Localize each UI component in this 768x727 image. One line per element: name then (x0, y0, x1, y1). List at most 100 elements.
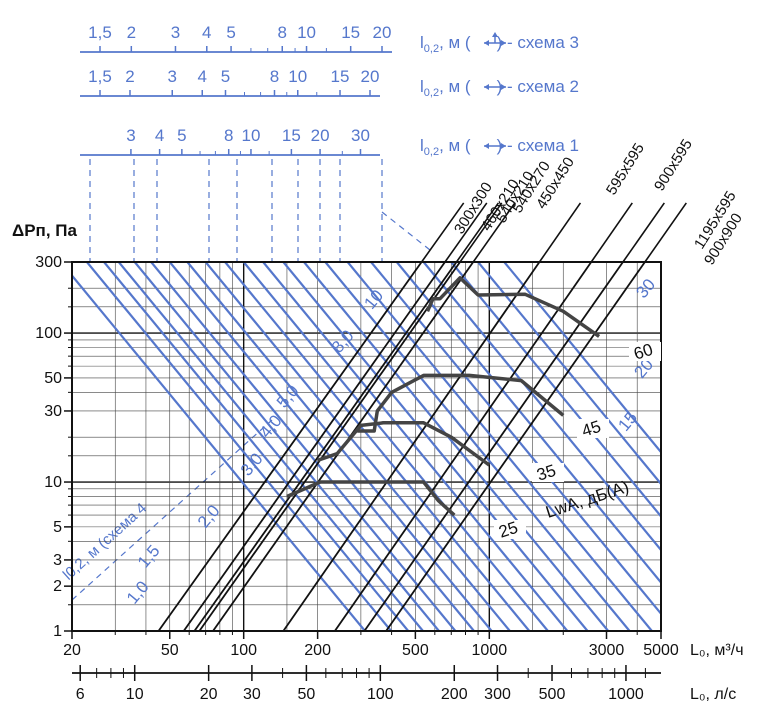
size-line-300x300 (157, 262, 423, 631)
throw-scale-tick-label: 10 (288, 67, 307, 86)
throw-scale-tick-label: 20 (373, 23, 392, 42)
throw-scale-tick-label: 15 (282, 126, 301, 145)
throw-line (346, 262, 653, 631)
size-line-595x595 (282, 262, 541, 631)
y-tick-label: 2 (53, 578, 62, 595)
noise-level-label: 25 (496, 518, 520, 542)
throw-line (262, 262, 569, 631)
throw-line (103, 262, 410, 631)
size-label-595x595: 595x595 (603, 140, 648, 198)
y-tick-label: 100 (35, 325, 62, 342)
throw-line (133, 262, 440, 631)
x-axis-label-ls: L₀, л/с (690, 686, 736, 703)
throw-projection-line (381, 211, 431, 251)
size-line-540x270 (198, 262, 461, 631)
x-tick-label: 1000 (472, 642, 508, 659)
throw-scale-tick-label: 2 (127, 23, 136, 42)
throw-curve-label: 1,0 (123, 577, 153, 607)
size-line-ext (590, 202, 633, 263)
throw-line (186, 262, 493, 631)
x-axis-label-m3h: L₀, м³/ч (690, 642, 744, 659)
noise-curve-45 (357, 373, 565, 433)
noise-level-label: 60 (631, 340, 655, 364)
x2-tick-label: 10 (126, 686, 144, 703)
x2-tick-label: 50 (297, 686, 315, 703)
noise-curve-25 (286, 480, 456, 517)
throw-scale-tick-label: 1,5 (88, 23, 112, 42)
x-tick-label: 3000 (589, 642, 625, 659)
throw-scale-tick-label: 5 (177, 126, 186, 145)
plot-frame (71, 261, 662, 632)
throw-line (324, 262, 631, 631)
throw-scale-tick-label: 15 (331, 67, 350, 86)
x-tick-label: 500 (402, 642, 429, 659)
throw-line (117, 262, 424, 631)
x2-tick-label: 500 (539, 686, 566, 703)
throw-scale-tick-label: 2 (125, 67, 134, 86)
x-tick-label: 200 (304, 642, 331, 659)
noise-level-label: 45 (579, 417, 603, 441)
x2-tick-label: 6 (76, 686, 85, 703)
throw-scale-label: l0,2, м () - схема 3 (420, 33, 579, 55)
throw-line (224, 262, 531, 631)
throw-scale-tick-label: 4 (202, 23, 211, 42)
x-tick-label: 20 (63, 642, 81, 659)
throw-line (477, 262, 661, 486)
throw-scale-tick-label: 3 (126, 126, 135, 145)
arrow-head-right-icon (501, 143, 506, 149)
noise-label-bg (494, 520, 526, 539)
throw-curve-label: 1,5 (134, 541, 164, 571)
x2-tick-label: 1000 (608, 686, 644, 703)
scheme4-label: l0,2, м (схема 4 (60, 500, 150, 584)
noise-label-bg (629, 342, 661, 361)
throw-line (242, 262, 549, 631)
throw-scale-tick-label: 4 (155, 126, 164, 145)
throw-line (204, 262, 511, 631)
throw-scale-tick-label: 15 (341, 23, 360, 42)
throw-scale-tick-label: 5 (226, 23, 235, 42)
throw-line (282, 262, 589, 631)
y-tick-label: 3 (53, 552, 62, 569)
size-line-540x210 (193, 262, 458, 631)
throw-scale-tick-label: 30 (351, 126, 370, 145)
throw-line (168, 262, 475, 631)
throw-curve-label: 30 (632, 275, 659, 302)
size-line-ext (644, 202, 687, 263)
noise-label-bg (577, 419, 609, 438)
x2-tick-label: 200 (441, 686, 468, 703)
throw-curve-label: 5,0 (273, 381, 303, 411)
throw-scale-tick-label: 20 (361, 67, 380, 86)
throw-scale-tick-label: 5 (221, 67, 230, 86)
x2-tick-label: 30 (243, 686, 261, 703)
throw-scale-label: l0,2, м () - схема 2 (420, 77, 579, 99)
throw-line (503, 262, 661, 454)
size-line-ext (472, 202, 516, 263)
x2-tick-label: 300 (484, 686, 511, 703)
y-tick-label: 1 (53, 623, 62, 640)
x2-tick-label: 20 (200, 686, 218, 703)
x2-tick-label: 100 (367, 686, 394, 703)
throw-scale-tick-label: 8 (270, 67, 279, 86)
size-label-900x595: 900x595 (651, 136, 696, 194)
x-tick-label: 50 (161, 642, 179, 659)
throw-line (303, 262, 610, 631)
arrow-head-left-icon (484, 143, 489, 149)
arrow-head-up-icon (492, 32, 498, 37)
arrow-head-left-icon (484, 84, 489, 90)
throw-scale-tick-label: 8 (224, 126, 233, 145)
size-line-ext (444, 202, 488, 263)
throw-line (395, 262, 661, 585)
size-line-ext (538, 202, 582, 263)
throw-line (72, 273, 366, 631)
size-line-ext (459, 202, 503, 263)
y-tick-label: 30 (44, 403, 62, 420)
throw-curve-label: 8,0 (328, 326, 358, 356)
throw-line (370, 262, 661, 616)
x-tick-label: 100 (230, 642, 257, 659)
throw-line (450, 262, 661, 519)
throw-line (150, 262, 457, 631)
x-tick-label: 5000 (643, 642, 679, 659)
